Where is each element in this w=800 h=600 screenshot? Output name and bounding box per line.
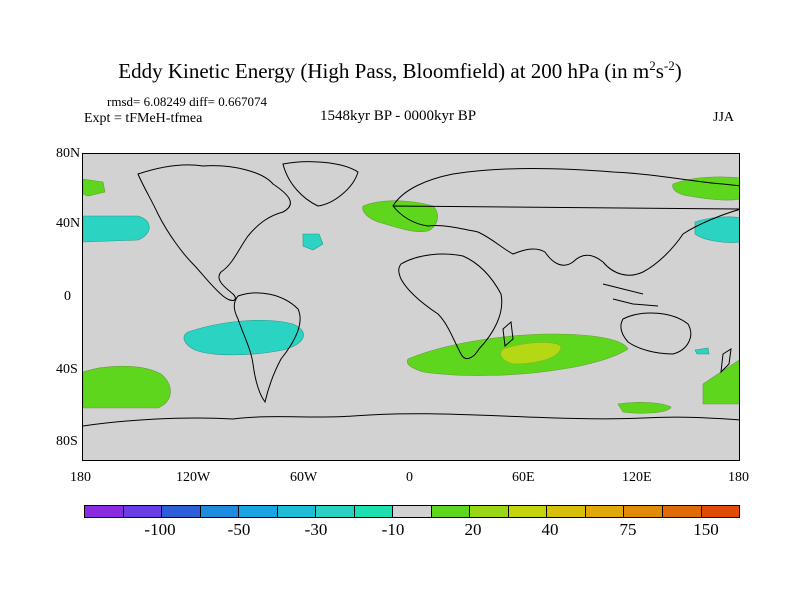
lat-label: 80N (56, 146, 81, 161)
colorbar-swatch (624, 506, 663, 517)
colorbar-swatch (200, 506, 240, 517)
period-label: 1548kyr BP - 0000kyr BP (320, 108, 477, 124)
map-plot (82, 153, 740, 461)
lat-label: 80S (56, 434, 78, 449)
colorbar-swatch (585, 506, 625, 517)
greenland-coast (282, 161, 359, 207)
yellow-anomaly-region (500, 342, 562, 365)
colorbar-swatch (547, 506, 586, 517)
coastlines (83, 161, 739, 427)
stats-text: rmsd= 6.08249 diff= 0.667074 (107, 94, 267, 109)
chart-title: Eddy Kinetic Energy (High Pass, Bloomfie… (118, 58, 682, 83)
southeast-asia-islands (602, 283, 659, 307)
colorbar-swatch (354, 506, 394, 517)
new-zealand-coast (720, 348, 732, 374)
north-america-coast (137, 164, 291, 301)
eurasia-coast (391, 168, 739, 276)
lat-label: 40S (56, 362, 78, 377)
lat-label: 0 (64, 289, 71, 304)
colorbar-label: -100 (144, 520, 176, 539)
colorbar-swatch (701, 506, 740, 517)
colorbar-label: 150 (693, 520, 719, 539)
colorbar-swatch (277, 506, 317, 517)
lon-label: 60E (512, 470, 535, 485)
colorbar-swatch (239, 506, 278, 517)
madagascar-coast (502, 320, 514, 348)
positive-anomaly-region (702, 359, 739, 405)
colorbar-swatch (508, 506, 548, 517)
positive-anomaly-region (83, 365, 171, 409)
colorbar-label: 40 (541, 520, 559, 539)
colorbar-swatch (393, 506, 432, 517)
colorbar-swatch (162, 506, 201, 517)
colorbar-swatch (662, 506, 702, 517)
negative-anomaly-region (83, 215, 150, 243)
lon-label: 120W (176, 470, 211, 485)
positive-anomaly-region (672, 176, 739, 201)
negative-anomaly-region (694, 216, 739, 243)
lon-label: 0 (406, 470, 413, 485)
positive-anomaly-region (617, 402, 672, 414)
lon-label: 60W (290, 470, 318, 485)
map-canvas (83, 161, 739, 427)
australia-coast (620, 312, 692, 355)
colorbar (84, 505, 740, 518)
colorbar-label: -50 (227, 520, 251, 539)
lon-label: 120E (622, 470, 652, 485)
colorbar-swatch (123, 506, 163, 517)
colorbar-label: 20 (464, 520, 482, 539)
colorbar-label: -10 (381, 520, 405, 539)
lon-label: 180 (70, 470, 91, 485)
season-label: JJA (713, 110, 735, 125)
negative-anomaly-region (694, 347, 710, 355)
colorbar-swatch (470, 506, 509, 517)
colorbar-swatch (431, 506, 471, 517)
south-america-coast (233, 292, 301, 404)
colorbar-label: -30 (304, 520, 328, 539)
positive-anomaly-region (362, 200, 438, 232)
negative-anomaly-region (302, 233, 324, 251)
africa-coast (398, 253, 503, 360)
colorbar-swatch (85, 506, 124, 517)
lon-label: 180 (728, 470, 749, 485)
colorbar-swatch (316, 506, 355, 517)
experiment-label: Expt = tFMeH-tfmea (84, 111, 203, 126)
colorbar-label: 75 (619, 520, 637, 539)
antarctica-coast (83, 413, 739, 427)
negative-anomaly-region (183, 319, 304, 356)
positive-anomaly-region (83, 178, 106, 197)
lat-label: 40N (56, 216, 81, 231)
